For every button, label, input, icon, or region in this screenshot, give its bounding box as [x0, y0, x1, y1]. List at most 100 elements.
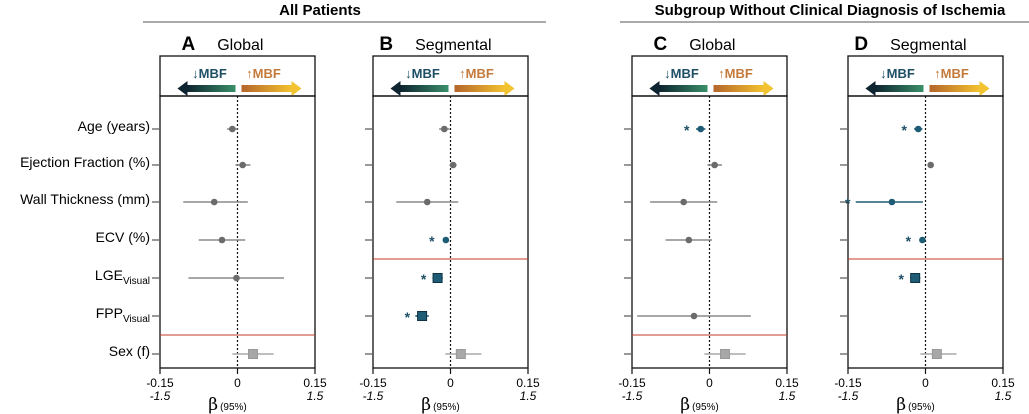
point-dot	[239, 161, 246, 169]
panel-name: Segmental	[415, 37, 492, 54]
point-dot	[218, 236, 226, 244]
up-arrow-bar	[241, 85, 292, 92]
row-label-text: Age (years)	[78, 118, 150, 134]
x-tick-label: 0.15	[991, 376, 1015, 390]
x-tick-label: -0.15	[146, 376, 174, 390]
panel-a: A Global ↓MBF ↑MBF -0.15 0 0.15 -1.5 1.5 β (95%)	[146, 34, 327, 414]
panel-title: B Segmental	[379, 34, 491, 55]
row-label-subscript: Visual	[123, 276, 150, 287]
row-label-0: Age (years)	[78, 118, 150, 134]
x-axis-label: β (95%)	[421, 395, 460, 414]
significance-star: *	[902, 122, 908, 138]
point-dot	[449, 161, 457, 169]
x-tick-label: 0	[447, 376, 454, 390]
up-mbf-label: ↑MBF	[718, 66, 753, 81]
panels: A Global↓MBF ↑MBF-0.15 0 0.15-1.5 1.5β (95%)B S…	[146, 34, 1015, 414]
point-dot	[711, 161, 718, 169]
row-label-2: Wall Thickness (mm)	[20, 191, 150, 207]
row-label-text: LGE	[95, 267, 123, 283]
point-square	[455, 349, 466, 359]
panel-letter: B	[379, 34, 393, 55]
section-title-all-patients: All Patients	[279, 2, 361, 19]
point-square	[910, 273, 921, 283]
panel-title: D Segmental	[854, 34, 966, 55]
down-mbf-label: ↓MBF	[880, 66, 915, 81]
down-arrow-icon	[649, 81, 660, 96]
x-axis-ci: (95%)	[433, 402, 460, 413]
panel-name: Segmental	[890, 37, 967, 54]
row-label-subscript: Visual	[123, 314, 150, 325]
point-dot	[685, 236, 693, 244]
row-label-text: FPP	[96, 305, 123, 321]
panel-c: C Global ↓MBF ↑MBF * -0.15 0 0.15 -1.5 1.5 β (95%)	[618, 34, 799, 414]
row-label-4: LGEVisual	[95, 267, 150, 287]
up-mbf-label: ↑MBF	[934, 66, 969, 81]
panel-name: Global	[217, 37, 263, 54]
down-arrow-bar	[187, 85, 236, 92]
x-tick-alt-right: 1.5	[779, 389, 796, 403]
row-label-1: Ejection Fraction (%)	[20, 154, 150, 170]
x-tick-label: 0	[706, 376, 713, 390]
x-tick-label: -0.15	[618, 376, 646, 390]
up-arrow-icon	[291, 81, 302, 96]
x-tick-label: 0.15	[775, 376, 799, 390]
panel-name: Global	[689, 37, 735, 54]
down-mbf-label: ↓MBF	[192, 66, 227, 81]
significance-star: *	[906, 233, 912, 249]
up-arrow-bar	[713, 85, 764, 92]
down-arrow-icon	[390, 81, 401, 96]
point-dot	[690, 312, 698, 320]
x-tick-label: -0.15	[834, 376, 862, 390]
point-dot	[680, 198, 687, 206]
point-dot	[697, 125, 705, 133]
point-square	[931, 349, 942, 359]
x-axis-label: β (95%)	[680, 395, 719, 414]
x-tick-alt-right: 1.5	[995, 389, 1012, 403]
point-dot	[210, 198, 218, 206]
x-axis-beta: β	[680, 395, 690, 414]
x-tick-alt-left: -1.5	[838, 389, 859, 403]
up-arrow-icon	[763, 81, 774, 96]
significance-star: *	[429, 233, 435, 249]
point-dot	[233, 274, 240, 282]
x-tick-alt-left: -1.5	[622, 389, 643, 403]
significance-star: *	[898, 271, 904, 287]
point-square	[417, 311, 428, 321]
down-arrow-icon	[177, 81, 188, 96]
up-arrow-bar	[454, 85, 505, 92]
x-axis-label: β (95%)	[896, 395, 935, 414]
significance-star: *	[684, 122, 690, 138]
down-arrow-bar	[659, 85, 708, 92]
x-axis-beta: β	[421, 395, 431, 414]
x-tick-alt-left: -1.5	[150, 389, 171, 403]
significance-star: *	[421, 271, 427, 287]
x-tick-alt-right: 1.5	[520, 389, 537, 403]
panel-letter: C	[654, 34, 668, 55]
significance-star: *	[845, 195, 851, 211]
point-dot	[423, 198, 431, 206]
up-mbf-label: ↑MBF	[246, 66, 281, 81]
x-tick-label: 0	[922, 376, 929, 390]
point-square	[432, 273, 443, 283]
point-dot	[914, 125, 922, 133]
panel-letter: A	[182, 34, 196, 55]
point-dot	[927, 161, 934, 169]
down-mbf-label: ↓MBF	[664, 66, 699, 81]
row-label-6: Sex (f)	[109, 343, 150, 359]
x-tick-label: 0	[234, 376, 241, 390]
x-axis-ci: (95%)	[692, 402, 719, 413]
panel-b: B Segmental ↓MBF ↑MBF * * * -0.15 0 0.15 -1.5 1.5 β(…	[359, 34, 540, 414]
x-axis-label: β (95%)	[208, 395, 247, 414]
row-label-5: FPPVisual	[96, 305, 150, 325]
point-square	[720, 349, 730, 359]
row-label-text: Ejection Fraction (%)	[20, 154, 150, 170]
x-tick-label: 0.15	[303, 376, 327, 390]
x-axis-beta: β	[896, 395, 906, 414]
x-tick-alt-left: -1.5	[363, 389, 384, 403]
x-tick-label: 0.15	[516, 376, 540, 390]
row-label-text: ECV (%)	[96, 229, 150, 245]
down-arrow-bar	[400, 85, 449, 92]
down-mbf-label: ↓MBF	[405, 66, 440, 81]
panel-title: A Global	[182, 34, 264, 55]
